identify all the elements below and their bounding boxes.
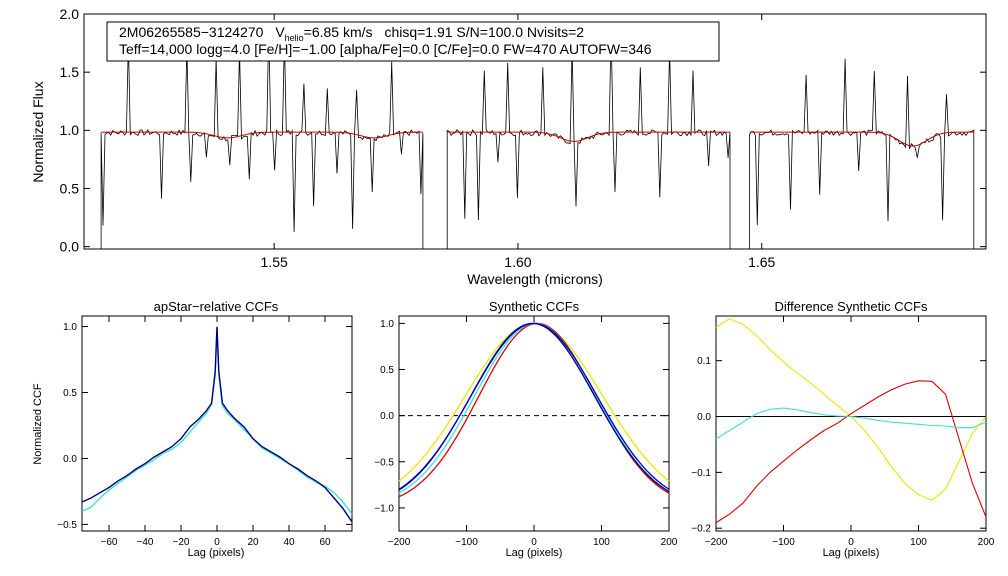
difference-ccf-frame bbox=[715, 315, 987, 532]
spectrum-y-ticks: 0.0 0.5 1.0 1.5 2.0 bbox=[60, 6, 986, 255]
apstar-ccf-ytick-label: 0.5 bbox=[63, 388, 77, 399]
spectrum-xtick-label: 1.60 bbox=[504, 254, 531, 270]
apstar-ccf-series-visit-b bbox=[81, 327, 353, 515]
synthetic-ccf-plot-area bbox=[398, 322, 670, 498]
apstar-ccf-plot-area bbox=[81, 326, 353, 523]
synthetic-ccf-series-yellow bbox=[398, 322, 670, 482]
difference-ccf-panel: Difference Synthetic CCFs −0.2 −0.1 0.0 0.1… bbox=[691, 299, 995, 559]
synthetic-ccf-ytick-label: 0.5 bbox=[380, 365, 394, 376]
spectrum-model-line bbox=[447, 131, 730, 142]
synthetic-ccf-xtick-label: 100 bbox=[593, 537, 610, 548]
apstar-ccf-xtick-label: −40 bbox=[137, 537, 154, 548]
synthetic-ccf-ytick-label: −1.0 bbox=[374, 503, 394, 514]
difference-ccf-ytick-label: 0.0 bbox=[697, 412, 711, 423]
synthetic-ccf-series-navy bbox=[398, 322, 670, 493]
apstar-ccf-xtick-label: 20 bbox=[247, 537, 259, 548]
spectrum-plot-area bbox=[100, 24, 975, 249]
synthetic-ccf-xtick-label: 200 bbox=[661, 537, 678, 548]
synthetic-ccf-panel: Synthetic CCFs −1.0 −0.5 0.0 0.5 1.0 −200 −10… bbox=[374, 299, 678, 559]
spectrum-x-ticks: 1.55 1.60 1.65 bbox=[261, 14, 776, 270]
difference-ccf-xtick-label: 200 bbox=[978, 537, 995, 548]
spectrum-ytick-label: 0.0 bbox=[60, 239, 80, 255]
apstar-ccf-series-visit-a bbox=[81, 326, 353, 523]
spectrum-observed-line bbox=[749, 58, 975, 249]
spectrum-ytick-label: 0.5 bbox=[60, 180, 80, 196]
difference-ccf-xtick-label: −200 bbox=[705, 537, 728, 548]
synthetic-ccf-title: Synthetic CCFs bbox=[489, 299, 580, 314]
vhelio-value: =6.85 km/s bbox=[304, 24, 373, 40]
spectrum-y-label: Normalized Flux bbox=[30, 81, 46, 182]
difference-ccf-plot-area bbox=[715, 318, 987, 524]
legend-line-2: Teff=14,000 logg=4.0 [Fe/H]=−1.00 [alpha… bbox=[119, 41, 652, 57]
difference-ccf-y-ticks: −0.2 −0.1 0.0 0.1 bbox=[691, 356, 986, 535]
legend-stats: chisq=1.91 S/N=100.0 Nvisits=2 bbox=[384, 24, 584, 40]
legend-box bbox=[106, 21, 720, 62]
apstar-ccf-y-label: Normalized CCF bbox=[32, 383, 44, 465]
apstar-ccf-xtick-label: −20 bbox=[173, 537, 190, 548]
difference-ccf-xtick-label: 0 bbox=[848, 537, 854, 548]
difference-ccf-x-label: Lag (pixels) bbox=[823, 547, 880, 559]
synthetic-ccf-x-label: Lag (pixels) bbox=[506, 547, 563, 559]
spectrum-model-line bbox=[749, 131, 974, 147]
spectrum-ytick-label: 1.0 bbox=[60, 122, 80, 138]
apstar-ccf-x-ticks: −60 −40 −20 0 20 40 60 bbox=[101, 316, 331, 548]
synthetic-ccf-ytick-label: −0.5 bbox=[374, 457, 394, 468]
synthetic-ccf-series-cyan bbox=[398, 322, 670, 494]
apstar-ccf-xtick-label: 60 bbox=[319, 537, 331, 548]
apstar-ccf-xtick-label: 40 bbox=[283, 537, 295, 548]
spectrum-ytick-label: 2.0 bbox=[60, 6, 80, 22]
object-id: 2M06265585−3124270 bbox=[119, 24, 264, 40]
spectrum-xtick-label: 1.65 bbox=[748, 254, 775, 270]
apstar-ccf-y-ticks: −0.5 0.0 0.5 1.0 bbox=[57, 322, 352, 531]
synthetic-ccf-xtick-label: −200 bbox=[388, 537, 411, 548]
vhelio-label: V bbox=[275, 24, 285, 40]
difference-ccf-ytick-label: 0.1 bbox=[697, 356, 711, 367]
apstar-ccf-ytick-label: 1.0 bbox=[63, 322, 77, 333]
difference-ccf-series-yellow bbox=[715, 318, 987, 501]
synthetic-ccf-xtick-label: −100 bbox=[455, 537, 478, 548]
apstar-ccf-frame bbox=[81, 315, 353, 532]
spectrum-ytick-label: 1.5 bbox=[60, 64, 80, 80]
difference-ccf-title: Difference Synthetic CCFs bbox=[775, 299, 928, 314]
synthetic-ccf-series-red bbox=[398, 322, 670, 498]
spectrum-frame bbox=[83, 13, 987, 250]
difference-ccf-series-cyan bbox=[715, 407, 987, 440]
spectrum-xtick-label: 1.55 bbox=[261, 254, 288, 270]
apstar-ccf-ytick-label: 0.0 bbox=[63, 454, 77, 465]
difference-ccf-xtick-label: −100 bbox=[772, 537, 795, 548]
synthetic-ccf-xtick-label: 0 bbox=[531, 537, 537, 548]
spectrum-legend: 2M06265585−3124270 Vhelio=6.85 km/s chis… bbox=[106, 21, 720, 62]
apstar-ccf-xtick-label: −60 bbox=[101, 537, 118, 548]
spectrum-x-label: Wavelength (microns) bbox=[467, 271, 603, 287]
synthetic-ccf-ytick-label: 0.0 bbox=[380, 411, 394, 422]
apstar-ccf-ytick-label: −0.5 bbox=[57, 520, 77, 531]
difference-ccf-ytick-label: −0.2 bbox=[691, 524, 711, 535]
legend-line-1: 2M06265585−3124270 Vhelio=6.85 km/s chis… bbox=[119, 24, 584, 43]
difference-ccf-ytick-label: −0.1 bbox=[691, 468, 711, 479]
spectrum-model-line bbox=[101, 131, 423, 139]
apstar-ccf-x-label: Lag (pixels) bbox=[188, 547, 245, 559]
spectrum-panel: 0.0 0.5 1.0 1.5 2.0 1.55 1.60 1.65 Wavelength … bbox=[30, 6, 987, 287]
synthetic-ccf-x-ticks: −200 −100 0 100 200 bbox=[388, 316, 678, 548]
synthetic-ccf-y-ticks: −1.0 −0.5 0.0 0.5 1.0 bbox=[374, 319, 669, 514]
difference-ccf-x-ticks: −200 −100 0 100 200 bbox=[705, 316, 995, 548]
vhelio-subscript: helio bbox=[285, 33, 304, 43]
synthetic-ccf-series-blue bbox=[398, 322, 670, 490]
apstar-ccf-panel: apStar−relative CCFs −0.5 0.0 0.5 1.0 −60 −4… bbox=[32, 299, 353, 559]
synthetic-ccf-ytick-label: 1.0 bbox=[380, 319, 394, 330]
difference-ccf-xtick-label: 100 bbox=[910, 537, 927, 548]
synthetic-ccf-frame bbox=[398, 315, 670, 532]
apstar-ccf-xtick-label: 0 bbox=[214, 537, 220, 548]
difference-ccf-series-red bbox=[715, 380, 987, 524]
apstar-ccf-title: apStar−relative CCFs bbox=[154, 299, 279, 314]
